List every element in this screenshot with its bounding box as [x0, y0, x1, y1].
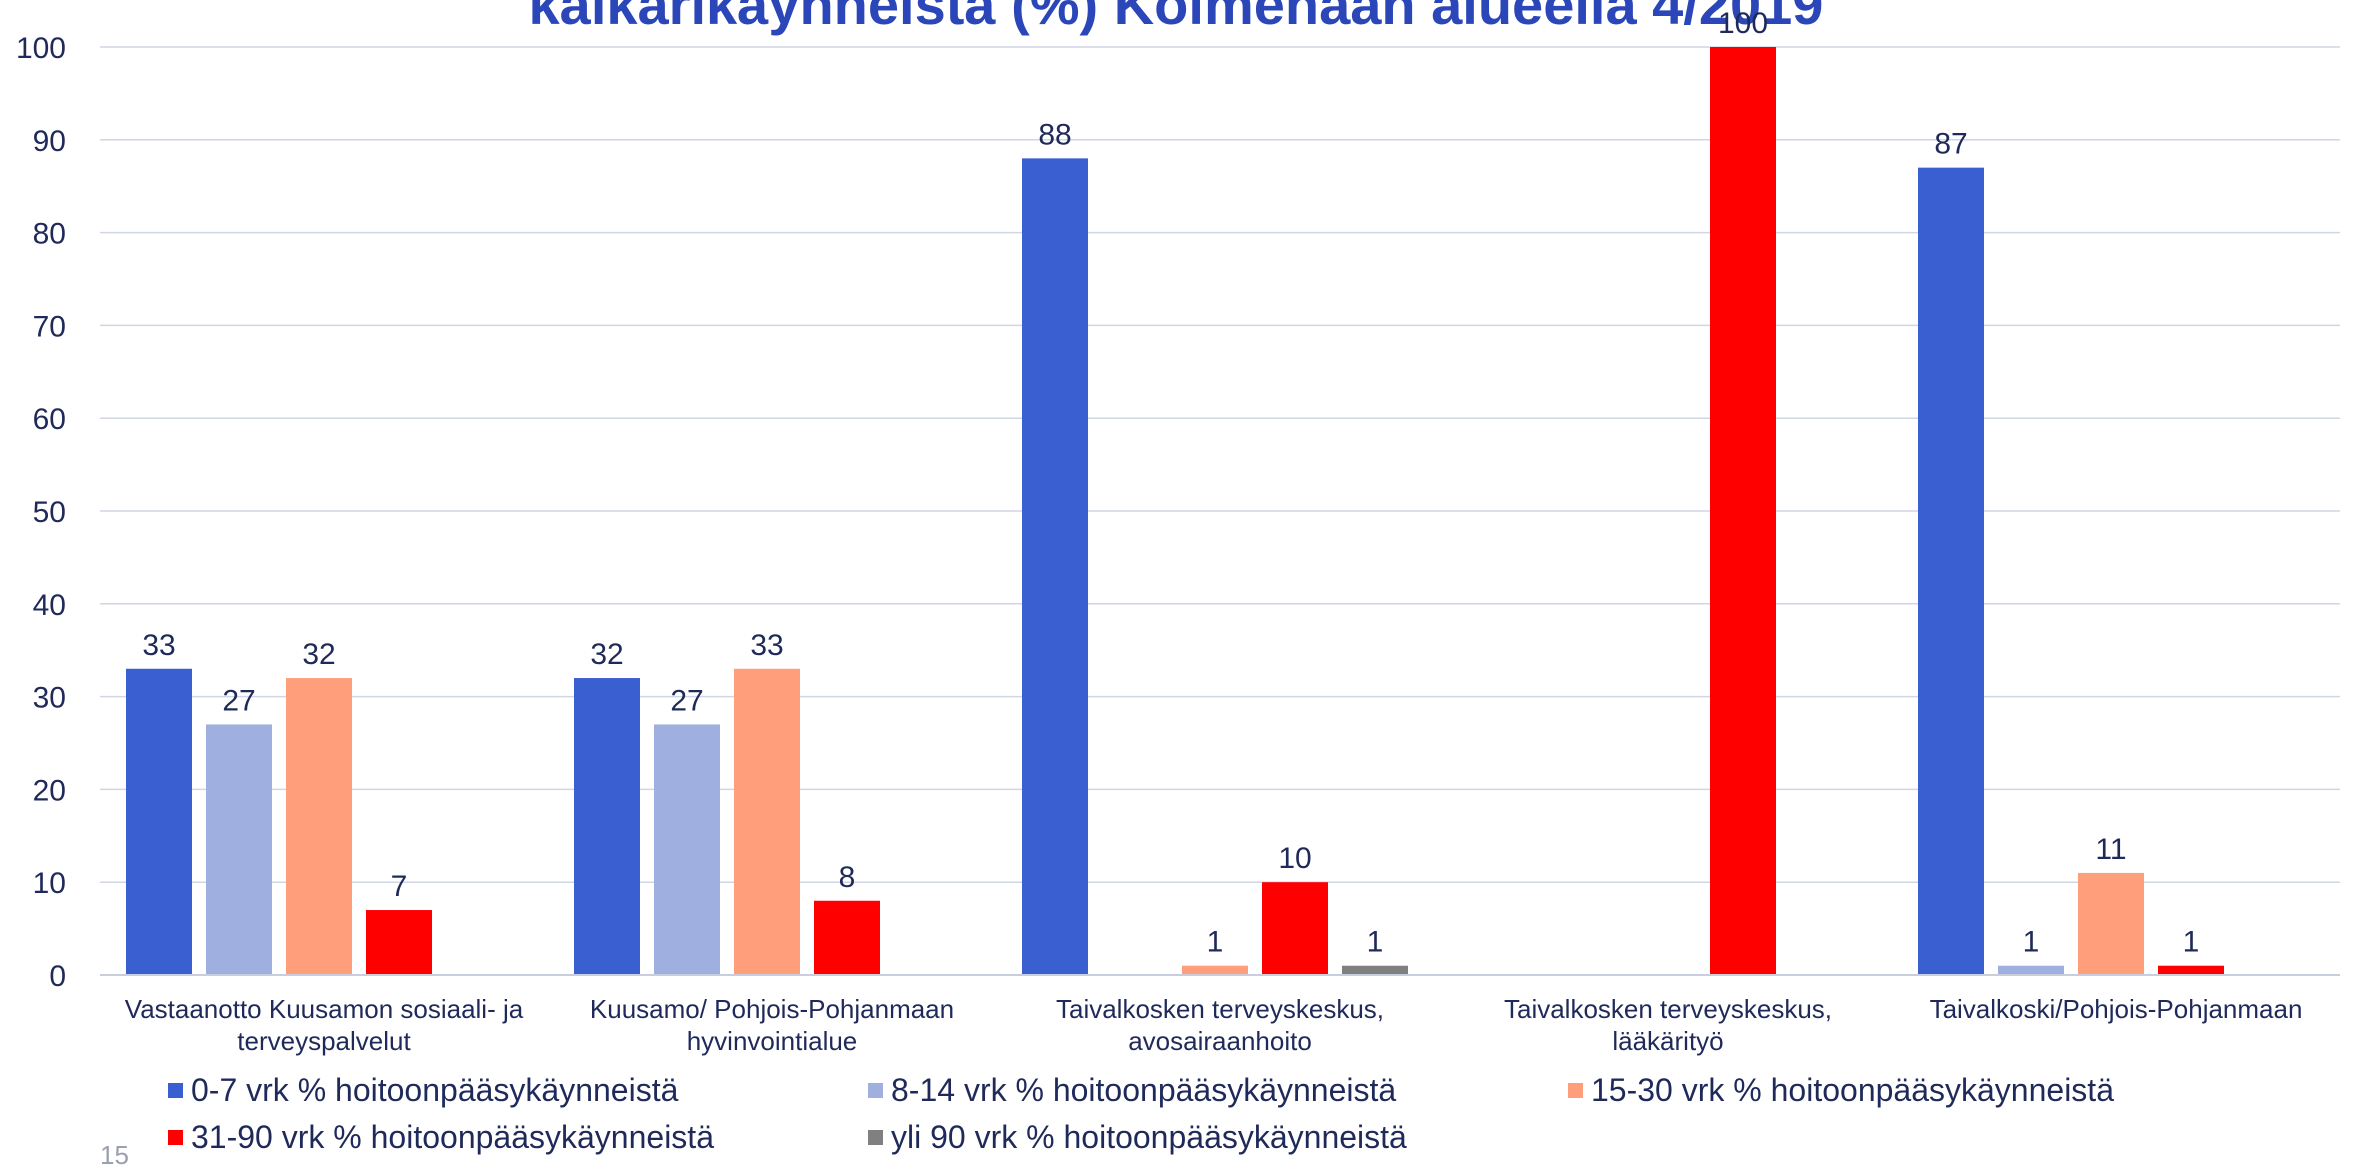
category-label-line: Taivalkosken terveyskeskus, — [1056, 994, 1384, 1024]
data-label: 87 — [1934, 128, 1967, 161]
legend-swatch — [868, 1130, 883, 1145]
y-tick-label: 10 — [33, 867, 66, 900]
y-tick-label: 50 — [33, 496, 66, 529]
bar — [1918, 167, 1984, 975]
legend-label: 8-14 vrk % hoitoonpääsykäynneistä — [891, 1072, 1397, 1108]
data-label: 7 — [391, 870, 408, 903]
bar — [1182, 965, 1248, 975]
data-label: 1 — [2183, 926, 2200, 959]
category-label-line: terveyspalvelut — [237, 1026, 411, 1056]
category-label: Taivalkosken terveyskeskus, avosairaanhoi… — [1056, 994, 1384, 1056]
bar — [1710, 47, 1776, 975]
legend-swatch — [168, 1130, 183, 1145]
data-label: 32 — [302, 638, 335, 671]
data-label: 1 — [1207, 926, 1224, 959]
bar — [2078, 872, 2144, 975]
legend-item: 8-14 vrk % hoitoonpääsykäynneistä — [868, 1072, 1568, 1109]
data-label: 88 — [1038, 118, 1071, 151]
bars — [100, 47, 2340, 976]
bar — [1022, 158, 1088, 976]
y-tick-label: 40 — [33, 589, 66, 622]
legend-label: yli 90 vrk % hoitoonpääsykäynneistä — [891, 1119, 1407, 1155]
bar — [1998, 965, 2064, 975]
category-label-line: lääkärityö — [1612, 1026, 1723, 1056]
data-label: 27 — [670, 684, 703, 717]
y-tick-label: 70 — [33, 310, 66, 343]
bar — [366, 910, 432, 975]
legend-swatch — [1568, 1083, 1583, 1098]
y-tick-label: 80 — [33, 218, 66, 251]
y-axis: 0 10 20 30 40 50 60 70 80 90 100 — [16, 32, 66, 993]
bar — [574, 678, 640, 975]
bar — [286, 678, 352, 975]
category-label: Taivalkosken terveyskeskus, lääkärityö — [1504, 994, 1832, 1056]
bar — [2158, 965, 2224, 975]
data-label: 100 — [1718, 7, 1768, 40]
category-label-line: avosairaanhoito — [1128, 1026, 1312, 1056]
legend: 0-7 vrk % hoitoonpääsykäynneistä 8-14 vrk… — [168, 1072, 2268, 1156]
category-label-line: Taivalkoski/Pohjois-Pohjanmaan — [1930, 994, 2303, 1024]
y-tick-label: 60 — [33, 403, 66, 436]
y-tick-label: 90 — [33, 125, 66, 158]
bar — [1342, 965, 1408, 975]
bar — [206, 724, 272, 975]
legend-swatch — [168, 1083, 183, 1098]
legend-item: 15-30 vrk % hoitoonpääsykäynneistä — [1568, 1072, 2268, 1109]
y-tick-label: 100 — [16, 32, 66, 65]
legend-item: 0-7 vrk % hoitoonpääsykäynneistä — [168, 1072, 868, 1109]
bar — [734, 668, 800, 975]
y-tick-label: 30 — [33, 682, 66, 715]
gridlines — [100, 46, 2340, 976]
data-label: 10 — [1278, 842, 1311, 875]
legend-swatch — [868, 1083, 883, 1098]
data-label: 27 — [222, 684, 255, 717]
data-label: 33 — [142, 629, 175, 662]
data-label: 11 — [2095, 833, 2126, 866]
category-label: Kuusamo/ Pohjois-Pohjanmaan hyvinvointial… — [590, 994, 954, 1056]
data-label: 8 — [839, 861, 856, 894]
legend-label: 31-90 vrk % hoitoonpääsykäynneistä — [191, 1119, 714, 1155]
y-tick-label: 20 — [33, 774, 66, 807]
page-number: 15 — [100, 1140, 129, 1170]
bar — [814, 900, 880, 975]
category-labels: Vastaanotto Kuusamon sosiaali- ja terveys… — [125, 994, 2303, 1056]
category-label: Vastaanotto Kuusamon sosiaali- ja terveys… — [125, 994, 524, 1056]
category-label-line: Vastaanotto Kuusamon sosiaali- ja — [125, 994, 524, 1024]
category-label: Taivalkoski/Pohjois-Pohjanmaan — [1930, 994, 2303, 1024]
legend-item: 31-90 vrk % hoitoonpääsykäynneistä — [168, 1119, 868, 1156]
legend-label: 15-30 vrk % hoitoonpääsykäynneistä — [1591, 1072, 2114, 1108]
bar — [126, 668, 192, 975]
category-label-line: Kuusamo/ Pohjois-Pohjanmaan — [590, 994, 954, 1024]
bar — [1262, 882, 1328, 975]
data-label: 1 — [2023, 926, 2040, 959]
chart-title: käikarikäynneistä (%) Kolmenaan alueella… — [529, 0, 1824, 36]
data-label: 33 — [750, 629, 783, 662]
legend-item: yli 90 vrk % hoitoonpääsykäynneistä — [868, 1119, 1568, 1156]
bar — [654, 724, 720, 975]
y-tick-label: 0 — [49, 960, 66, 993]
legend-label: 0-7 vrk % hoitoonpääsykäynneistä — [191, 1072, 679, 1108]
category-label-line: hyvinvointialue — [687, 1026, 858, 1056]
category-label-line: Taivalkosken terveyskeskus, — [1504, 994, 1832, 1024]
data-label: 1 — [1367, 926, 1384, 959]
data-label: 32 — [590, 638, 623, 671]
